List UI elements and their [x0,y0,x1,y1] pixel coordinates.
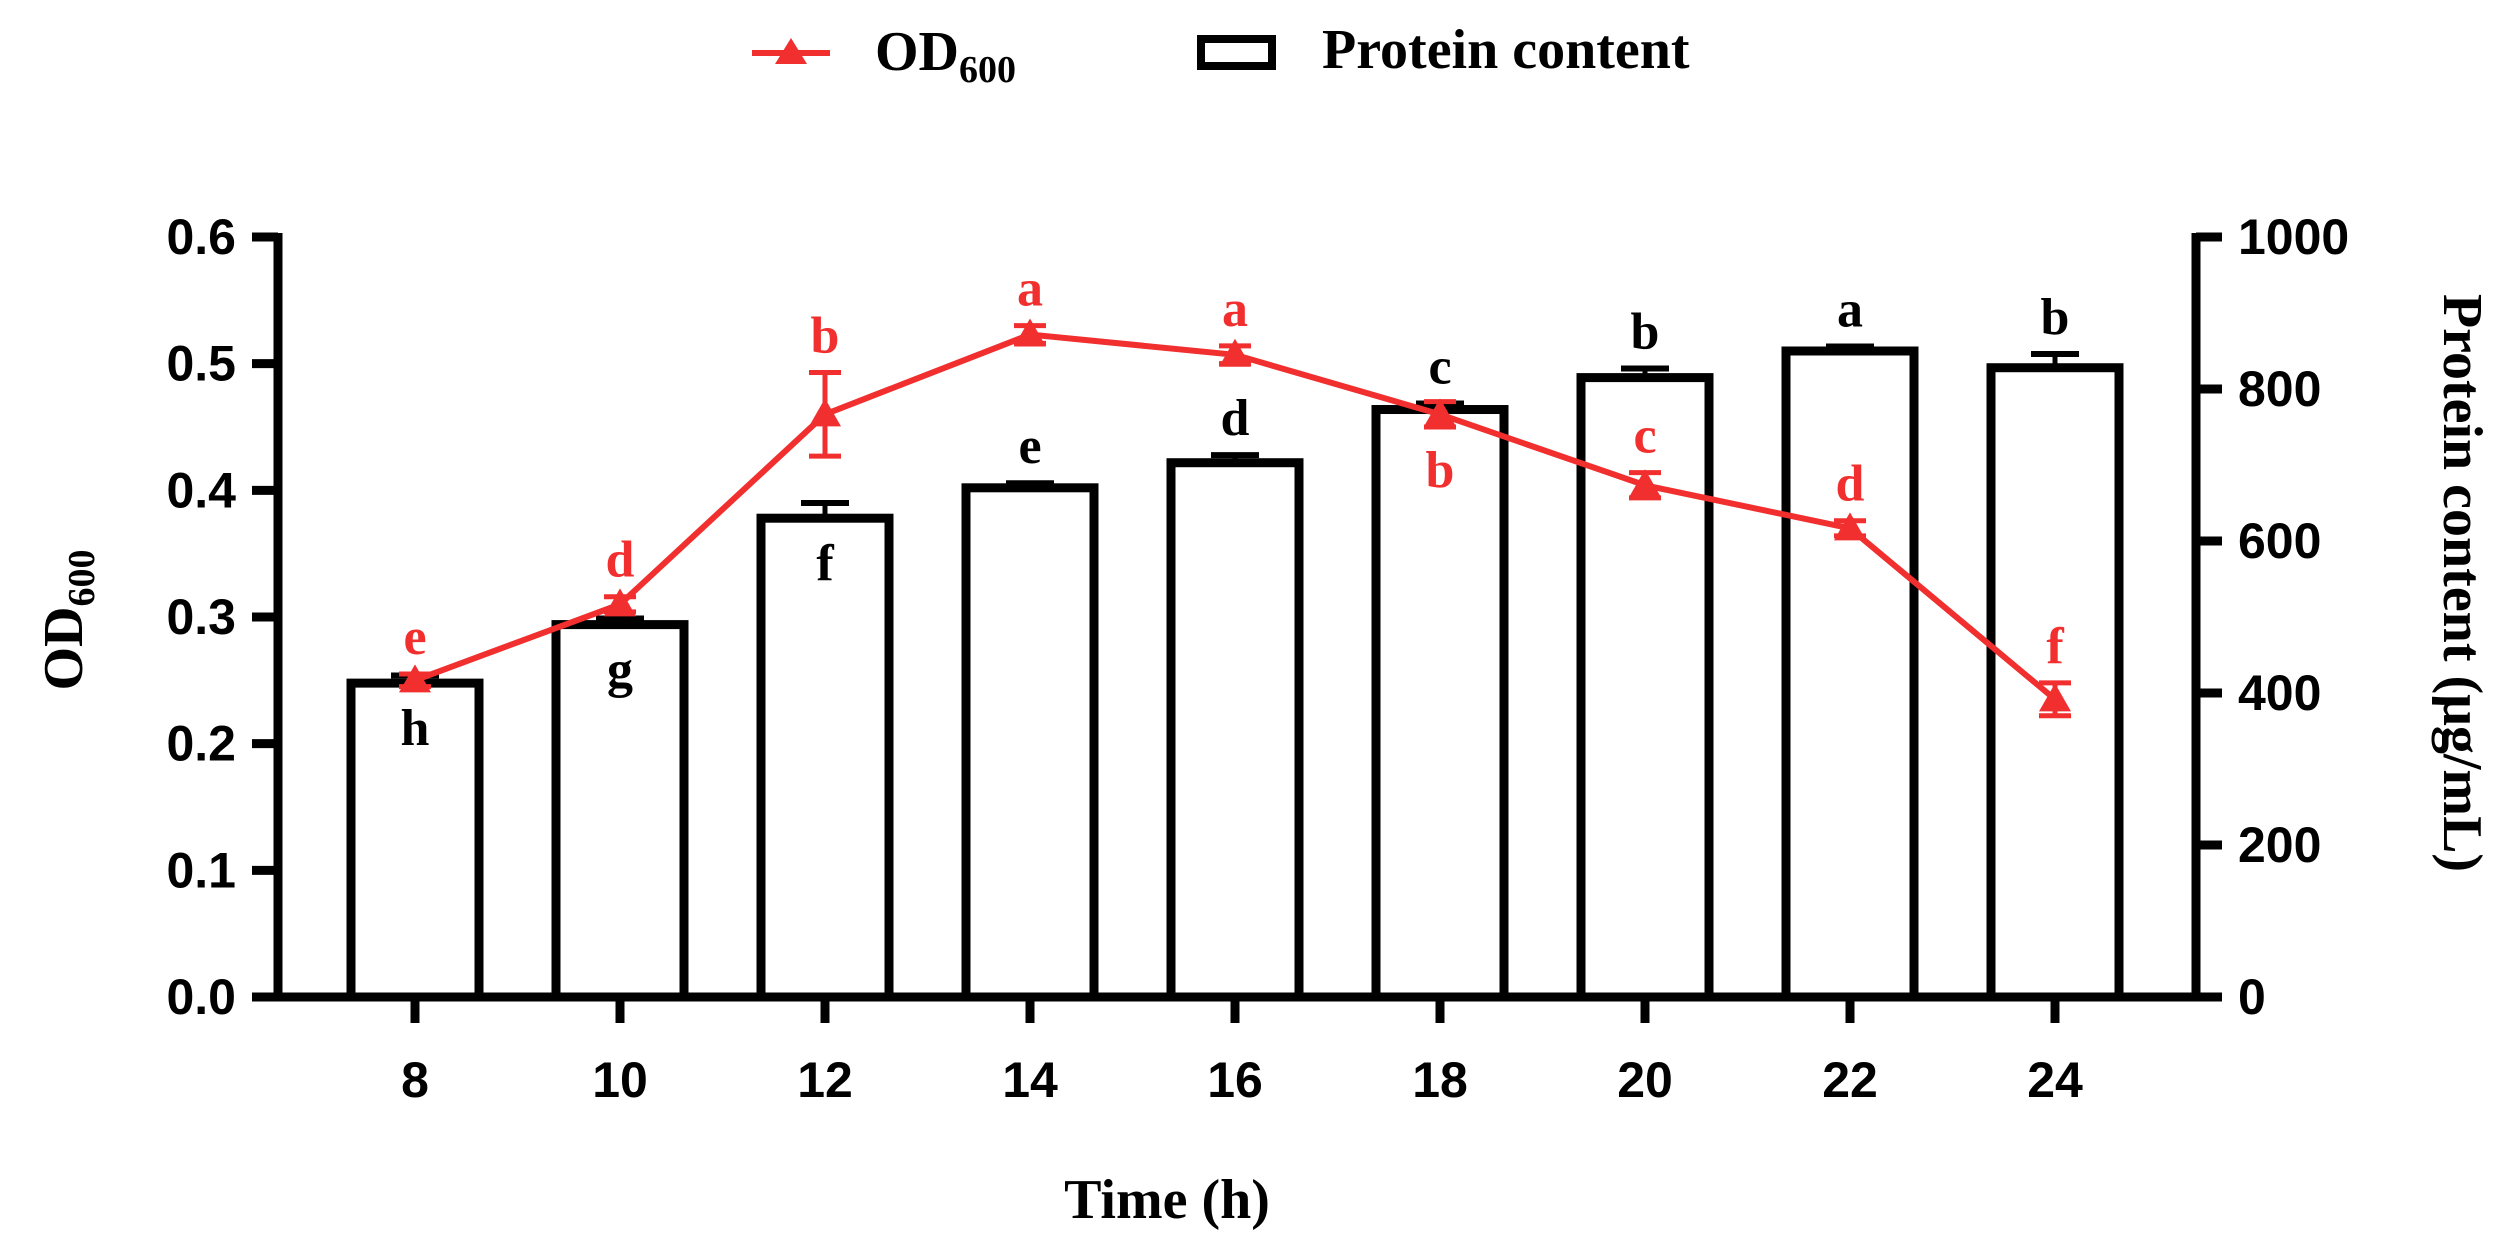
y-axis-left-title-sub: 600 [61,550,103,607]
od600-letter-24: f [2046,618,2064,675]
x-tick-label: 20 [1617,1052,1673,1108]
x-tick-label: 18 [1412,1052,1468,1108]
x-tick-label: 14 [1002,1052,1058,1108]
od600-letter-22: d [1836,456,1865,513]
od600-marker-18 [1424,398,1456,427]
legend-protein-bar-icon [1197,35,1276,70]
bar-protein-14 [961,483,1099,1002]
bar-letter-14: e [1018,418,1041,475]
legend-od600-marker-icon [775,38,807,64]
y-left-tick-label: 0.4 [166,462,236,518]
bar-letter-8: h [401,700,430,757]
bar-letter-12: f [816,535,834,592]
legend-od600-label: OD600 [875,21,1016,91]
bar-protein-22 [1781,346,1919,1002]
od600-marker-22 [1834,512,1866,541]
y-axis-right-title: Protein content (μg/mL) [2431,294,2493,872]
y-right-tick-label: 1000 [2238,209,2349,265]
legend-od600-label-sub: 600 [959,49,1016,91]
od600-letter-14: a [1017,261,1043,318]
y-axis-left-title-main: OD [33,607,95,691]
y-axis-left-title: OD600 [33,550,103,691]
x-tick-label: 10 [592,1052,648,1108]
bar-letter-20: b [1631,303,1660,360]
bar-letter-16: d [1221,390,1250,447]
y-left-tick-label: 0.0 [166,969,236,1025]
bar-protein-16 [1166,458,1304,1002]
y-right-tick-label: 200 [2238,817,2321,873]
y-left-tick-label: 0.5 [166,336,236,392]
y-left-tick-label: 0.6 [166,209,236,265]
od600-marker-24 [2039,683,2071,712]
x-tick-label: 16 [1207,1052,1263,1108]
y-right-tick-label: 400 [2238,665,2321,721]
od600-letter-20: c [1633,408,1656,465]
y-right-tick-label: 0 [2238,969,2266,1025]
bar-letter-10: g [607,642,633,699]
x-axis-title: Time (h) [1064,1169,1270,1231]
od600-marker-10 [604,588,636,617]
x-tick-label: 22 [1822,1052,1878,1108]
od600-marker-16 [1219,338,1251,367]
bar-letter-18: c [1428,338,1451,395]
y-left-tick-label: 0.3 [166,589,236,645]
od600-letter-12: b [811,308,840,365]
bar-letter-24: b [2041,289,2070,346]
x-tick-label: 8 [401,1052,429,1108]
bar-protein-18 [1371,405,1509,1002]
od600-letter-8: e [403,609,426,666]
y-left-tick-label: 0.2 [166,716,236,772]
od600-marker-8 [399,664,431,693]
y-right-tick-label: 600 [2238,513,2321,569]
od600-letter-18: b [1426,442,1455,499]
od600-letter-10: d [606,532,635,589]
y-left-tick-label: 0.1 [166,842,236,898]
od600-marker-14 [1014,318,1046,347]
od600-marker-12 [809,398,841,427]
od600-letter-16: a [1222,281,1248,338]
od600-marker-20 [1629,469,1661,498]
y-right-tick-label: 800 [2238,361,2321,417]
x-tick-label: 12 [797,1052,853,1108]
legend-protein-label: Protein content [1322,19,1690,81]
legend-od600-label-main: OD [875,21,959,83]
bar-letter-22: a [1837,281,1863,338]
x-tick-label: 24 [2027,1052,2083,1108]
